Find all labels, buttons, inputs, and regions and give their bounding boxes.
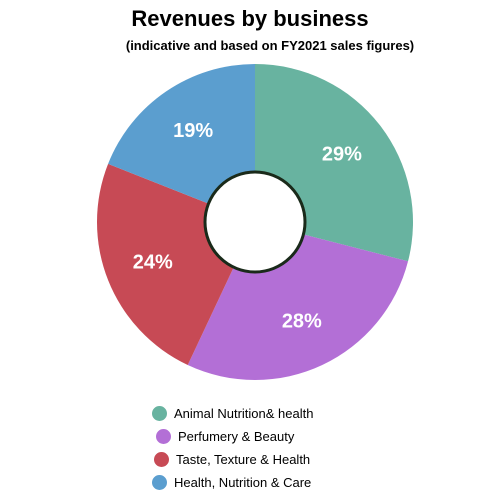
legend-swatch xyxy=(152,406,167,421)
chart-title: Revenues by business xyxy=(131,6,369,31)
slice-label-health-nutrition: 19% xyxy=(173,120,213,142)
legend-swatch xyxy=(154,452,169,467)
slice-label-animal-nutrition: 29% xyxy=(322,144,362,166)
slice-label-perfumery-beauty: 28% xyxy=(282,311,322,333)
legend-label: Perfumery & Beauty xyxy=(178,429,295,444)
legend-label: Animal Nutrition& health xyxy=(174,406,314,421)
legend-item-taste-texture: Taste, Texture & Health xyxy=(152,448,452,471)
legend-item-animal-nutrition: Animal Nutrition& health xyxy=(152,402,452,425)
donut-chart: 29% 28% 24% 19% xyxy=(96,64,413,380)
donut-hole xyxy=(203,170,307,274)
slice-label-taste-texture: 24% xyxy=(133,251,173,273)
chart-legend: Animal Nutrition& health Perfumery & Bea… xyxy=(152,402,452,494)
slice-health-nutrition xyxy=(108,64,256,222)
chart-subtitle: (indicative and based on FY2021 sales fi… xyxy=(125,38,415,53)
legend-item-perfumery-beauty: Perfumery & Beauty xyxy=(152,425,452,448)
legend-label: Taste, Texture & Health xyxy=(176,452,311,467)
legend-swatch xyxy=(156,429,171,444)
legend-label: Health, Nutrition & Care xyxy=(174,475,312,490)
legend-item-health-nutrition: Health, Nutrition & Care xyxy=(152,471,452,494)
legend-swatch xyxy=(152,475,167,490)
